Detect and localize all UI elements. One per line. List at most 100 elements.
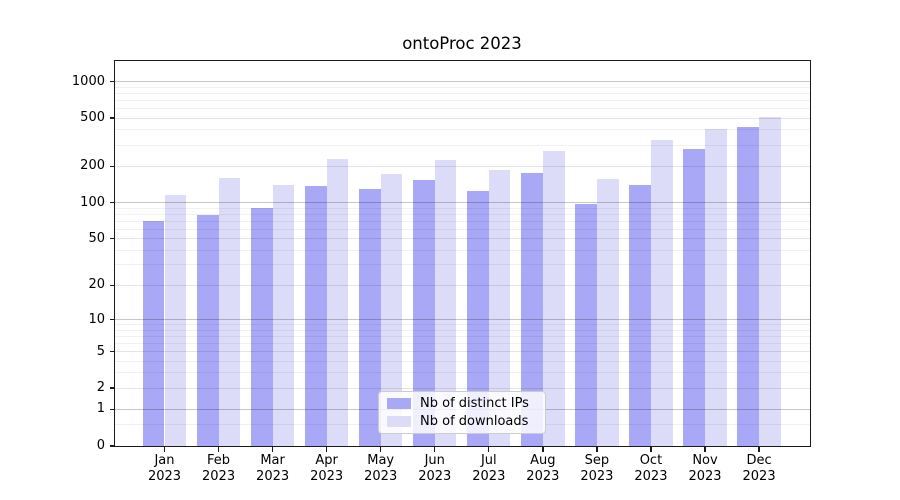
x-tick-month: Apr (315, 453, 338, 468)
y-tick-label: 10 (88, 311, 105, 327)
x-tick-mark (380, 447, 382, 452)
y-tick-label: 2 (96, 380, 105, 396)
bar-downloads-apr (326, 158, 349, 446)
x-tick-year: 2023 (742, 469, 776, 484)
x-tick-label-mar: Mar 2023 (256, 453, 289, 485)
bar-distinct-ips-may (359, 188, 381, 446)
x-tick-mark (542, 447, 544, 452)
legend: Nb of distinct IPs Nb of downloads (378, 391, 546, 434)
y-tick-label: 1 (96, 401, 105, 417)
bar-distinct-ips-nov (683, 149, 705, 446)
bar-downloads-oct (650, 140, 673, 446)
x-tick-year: 2023 (472, 469, 506, 484)
x-tick-label-jun: Jun 2023 (418, 453, 451, 485)
y-tick-mark (110, 165, 114, 168)
bar-downloads-aug (542, 150, 565, 446)
bar-downloads-dec (759, 116, 781, 446)
x-tick-year: 2023 (418, 469, 452, 484)
x-tick-mark (271, 447, 274, 452)
bar-distinct-ips-sep (575, 204, 597, 446)
bar-distinct-ips-apr (304, 185, 327, 446)
x-tick-month: Jun (424, 453, 445, 468)
x-tick-year: 2023 (202, 469, 236, 484)
y-tick-label: 5 (96, 343, 105, 359)
y-tick-mark (110, 237, 114, 240)
x-tick-label-apr: Apr 2023 (310, 453, 343, 485)
y-tick-mark (110, 387, 114, 389)
x-tick-month: Jan (154, 453, 175, 468)
bar-downloads-jan (164, 195, 187, 446)
bar-distinct-ips-jun (413, 180, 435, 446)
legend-row-downloads: Nb of downloads (379, 414, 545, 429)
bar-downloads-may (380, 174, 403, 446)
x-tick-month: Mar (260, 453, 285, 468)
bar-downloads-sep (596, 179, 619, 446)
x-tick-month: Dec (746, 453, 772, 468)
x-tick-year: 2023 (310, 469, 344, 484)
y-tick-mark (110, 284, 114, 287)
bar-downloads-feb (218, 178, 241, 446)
y-grid-line (115, 117, 810, 119)
legend-swatch-distinct-ips (387, 398, 411, 409)
x-tick-label-feb: Feb 2023 (202, 453, 235, 485)
legend-row-distinct-ips: Nb of distinct IPs (379, 396, 545, 411)
y-tick-label: 20 (88, 277, 105, 293)
x-tick-month: May (367, 453, 395, 468)
y-tick-mark (110, 81, 114, 83)
x-tick-mark (650, 447, 652, 452)
x-tick-month: Oct (639, 453, 663, 468)
x-tick-mark (163, 447, 166, 452)
y-tick-label: 0 (96, 438, 105, 453)
x-tick-label-may: May 2023 (364, 453, 397, 485)
bar-downloads-jun (434, 159, 457, 446)
y-tick-label: 500 (80, 110, 105, 126)
y-tick-mark (110, 318, 114, 321)
x-tick-year: 2023 (634, 469, 668, 484)
x-tick-mark (488, 447, 490, 452)
bar-distinct-ips-aug (521, 173, 543, 446)
y-grid-line (115, 86, 810, 88)
x-tick-mark (704, 447, 706, 452)
y-tick-label: 1000 (71, 73, 105, 89)
x-tick-label-nov: Nov 2023 (688, 453, 721, 485)
x-tick-mark (434, 447, 436, 452)
y-tick-label: 100 (80, 194, 105, 210)
x-tick-label-aug: Aug 2023 (526, 453, 559, 485)
plot-area: 0 1 2 5 10 20 50 100 200 500 1000 Jan 2023 Feb 2023 Ma… (72, 60, 811, 484)
x-tick-mark (596, 447, 598, 452)
x-tick-month: Sep (584, 453, 610, 468)
x-tick-year: 2023 (256, 469, 290, 484)
x-tick-label-oct: Oct 2023 (634, 453, 667, 485)
bar-downloads-nov (705, 128, 727, 446)
y-tick-mark (110, 445, 114, 447)
bar-downloads-jul (488, 170, 511, 446)
bar-distinct-ips-dec (737, 126, 760, 446)
x-tick-month: Feb (207, 453, 231, 468)
legend-swatch-downloads (387, 416, 411, 427)
x-tick-mark (325, 447, 328, 452)
x-tick-label-sep: Sep 2023 (580, 453, 613, 485)
y-tick-mark (110, 350, 114, 353)
x-tick-year: 2023 (364, 469, 398, 484)
legend-label-distinct-ips: Nb of distinct IPs (420, 396, 529, 411)
y-tick-mark (110, 201, 114, 204)
x-tick-label-dec: Dec 2023 (743, 453, 776, 485)
y-tick-mark (110, 117, 114, 119)
x-tick-mark (217, 447, 220, 452)
bar-distinct-ips-jul (467, 190, 489, 446)
x-tick-month: Nov (692, 453, 718, 468)
legend-label-downloads: Nb of downloads (420, 414, 529, 429)
bar-distinct-ips-feb (196, 214, 219, 446)
chart-title: ontoProc 2023 (402, 34, 522, 53)
x-tick-year: 2023 (147, 469, 182, 484)
y-tick-mark (110, 408, 114, 411)
x-tick-year: 2023 (580, 469, 614, 484)
x-tick-year: 2023 (688, 469, 722, 484)
y-tick-label: 200 (80, 158, 105, 174)
x-tick-mark (758, 447, 760, 452)
x-tick-label-jul: Jul 2023 (472, 453, 505, 485)
y-grid-line (115, 99, 810, 101)
y-grid-line (115, 108, 810, 110)
bar-downloads-mar (272, 185, 295, 446)
